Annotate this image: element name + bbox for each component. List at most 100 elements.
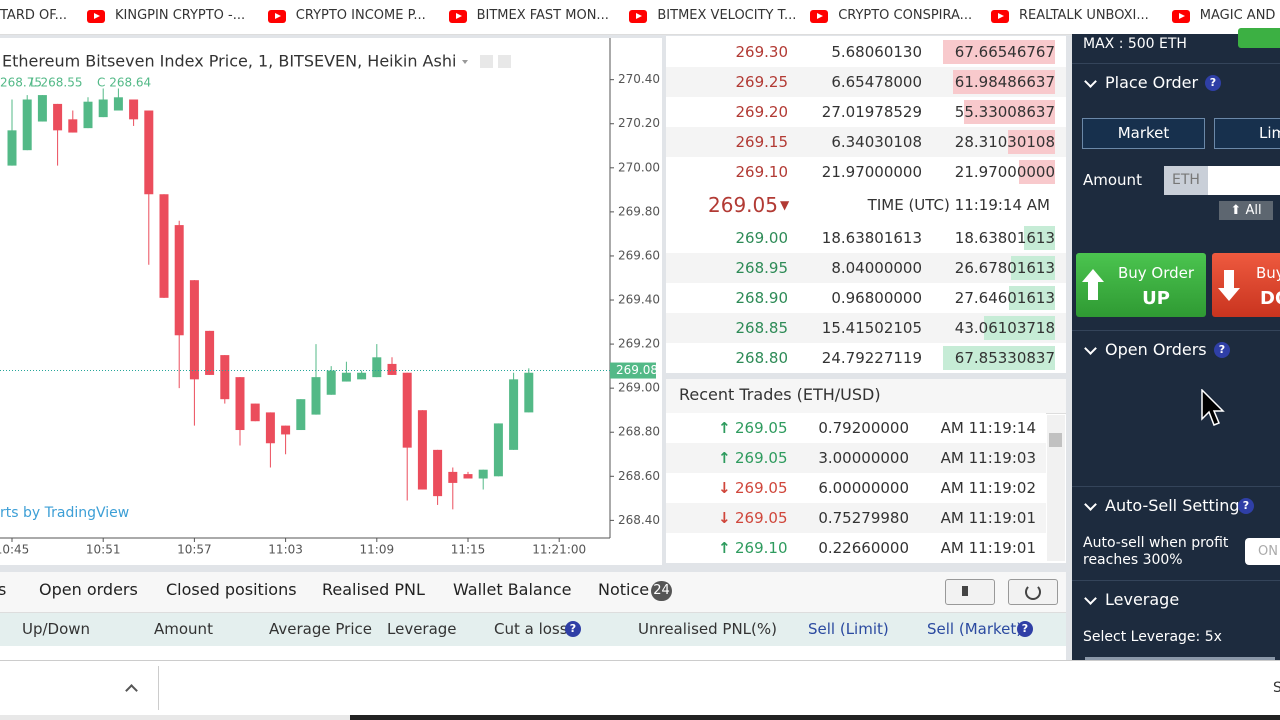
trade-time: AM 11:19:02 bbox=[940, 479, 1036, 497]
buy-up-direction[interactable]: UP bbox=[1142, 288, 1170, 309]
candle-body bbox=[235, 377, 245, 431]
all-button[interactable]: ⬆ All bbox=[1219, 201, 1273, 220]
y-tick-label: 269.40 bbox=[618, 293, 660, 307]
section-title[interactable]: Auto-Sell Setting bbox=[1105, 496, 1240, 515]
order-time: TIME (UTC) 11:19:14 AM bbox=[867, 196, 1050, 214]
tab[interactable]: Wallet Balance bbox=[453, 580, 572, 599]
amount-input[interactable] bbox=[1208, 166, 1280, 195]
order-total: 55.33008637 bbox=[954, 103, 1055, 121]
footer bbox=[0, 660, 1280, 715]
buy-up-label[interactable]: Buy Order bbox=[1117, 264, 1195, 282]
max-green-button[interactable] bbox=[1238, 28, 1280, 48]
candle-body bbox=[326, 370, 336, 395]
help-icon[interactable]: ? bbox=[1214, 342, 1230, 358]
order-total: 21.97000000 bbox=[954, 163, 1055, 181]
help-icon[interactable]: ? bbox=[1017, 621, 1033, 637]
trade-row bbox=[666, 533, 1046, 563]
candle-body bbox=[433, 449, 443, 497]
column-title: Sell (Market) bbox=[927, 620, 1023, 638]
tab[interactable]: s bbox=[0, 580, 7, 599]
order-total: 67.66546767 bbox=[954, 43, 1055, 61]
buy-down-direction[interactable]: DO bbox=[1260, 288, 1280, 309]
auto-sell-text: reaches 300% bbox=[1083, 552, 1183, 568]
play-triangle bbox=[94, 13, 100, 19]
ohlc-label: L 268.55 bbox=[30, 76, 83, 90]
candle-body bbox=[357, 372, 367, 380]
help-icon[interactable]: ? bbox=[565, 621, 581, 637]
bookmark[interactable]: TARD OF... bbox=[0, 8, 68, 23]
title-caret bbox=[462, 60, 468, 64]
order-type-button[interactable]: Lim bbox=[1214, 118, 1280, 149]
mid-arrow: ▼ bbox=[780, 198, 790, 212]
order-amount: 18.63801613 bbox=[821, 229, 922, 247]
section-title[interactable]: Place Order bbox=[1105, 73, 1199, 92]
divider bbox=[1072, 486, 1280, 487]
order-amount: 5.68060130 bbox=[831, 43, 922, 61]
candle-body bbox=[296, 399, 306, 431]
refresh-icon bbox=[1025, 584, 1041, 600]
candle-body bbox=[113, 97, 123, 111]
chart-bg bbox=[0, 38, 662, 565]
tab[interactable]: Open orders bbox=[39, 580, 138, 599]
candle-body bbox=[281, 425, 291, 435]
order-amount: 6.65478000 bbox=[831, 73, 922, 91]
depth-bar bbox=[1008, 130, 1055, 154]
depth-bar bbox=[952, 70, 1055, 94]
order-row bbox=[666, 157, 1066, 187]
order-row bbox=[666, 223, 1066, 253]
buy-up-button[interactable] bbox=[1076, 253, 1206, 317]
x-tick-label: 11:15 bbox=[451, 543, 486, 557]
trade-arrow: ↑ bbox=[718, 539, 731, 557]
trade-row bbox=[666, 473, 1046, 503]
tab[interactable]: Closed positions bbox=[166, 580, 297, 599]
section-title[interactable]: Leverage bbox=[1105, 590, 1180, 609]
youtube-icon bbox=[267, 10, 286, 23]
candle-body bbox=[265, 412, 275, 444]
order-price: 268.90 bbox=[735, 289, 789, 307]
candle-body bbox=[372, 357, 382, 378]
bookmark[interactable]: MAGIC AND bbox=[1199, 8, 1276, 23]
play-triangle bbox=[817, 13, 824, 19]
scroll-thumb[interactable] bbox=[1049, 433, 1062, 447]
bookmark[interactable]: BITMEX VELOCITY T... bbox=[657, 8, 797, 23]
order-price: 268.80 bbox=[735, 349, 789, 367]
order-price: 269.00 bbox=[735, 229, 789, 247]
depth-bar bbox=[963, 100, 1055, 124]
tab[interactable]: Realised PNL bbox=[322, 580, 425, 599]
y-tick-label: 268.60 bbox=[618, 469, 660, 483]
order-amount: 15.41502105 bbox=[821, 319, 922, 337]
help-icon[interactable]: ? bbox=[1238, 498, 1254, 514]
trade-row bbox=[666, 413, 1046, 443]
x-tick-label: 10:51 bbox=[86, 543, 121, 557]
order-total: 26.67801613 bbox=[954, 259, 1055, 277]
order-type-button[interactable]: Market bbox=[1082, 118, 1205, 149]
order-total: 27.64601613 bbox=[954, 289, 1055, 307]
price-chart: 270.40 270.20 270.00 269.80 269.60 269.40 269.… bbox=[0, 38, 662, 565]
bookmark[interactable]: CRYPTO CONSPIRA... bbox=[838, 8, 973, 23]
toggle[interactable]: ON bbox=[1245, 538, 1280, 565]
candle-body bbox=[341, 372, 351, 382]
sound-button[interactable] bbox=[945, 579, 995, 605]
order-row bbox=[666, 253, 1066, 283]
last-price-box bbox=[610, 362, 656, 379]
scrollbar bbox=[1047, 415, 1065, 561]
trade-amount: 0.75279980 bbox=[818, 509, 909, 527]
amount-label: Amount bbox=[1083, 171, 1142, 189]
divider bbox=[1072, 580, 1280, 581]
bookmark[interactable]: CRYPTO INCOME P... bbox=[295, 8, 426, 23]
play-triangle bbox=[455, 13, 462, 19]
trade-time: AM 11:19:03 bbox=[940, 449, 1036, 467]
bookmark[interactable]: KINGPIN CRYPTO -... bbox=[115, 8, 246, 23]
section-title[interactable]: Open Orders bbox=[1105, 340, 1207, 359]
play-triangle bbox=[1178, 13, 1185, 19]
help-icon[interactable]: ? bbox=[1205, 75, 1221, 91]
max-label: MAX : 500 ETH bbox=[1083, 36, 1187, 52]
trade-price: 269.05 bbox=[735, 479, 788, 497]
bookmark[interactable]: REALTALK UNBOXI... bbox=[1019, 8, 1149, 23]
bookmark[interactable]: BITMEX FAST MON... bbox=[476, 8, 609, 23]
buy-down-button[interactable] bbox=[1212, 253, 1280, 317]
candle-body bbox=[37, 95, 47, 122]
buy-down-label[interactable]: Buy bbox=[1256, 264, 1280, 282]
tab[interactable]: Notice bbox=[598, 580, 650, 599]
down-arrow-stem bbox=[1224, 270, 1234, 288]
